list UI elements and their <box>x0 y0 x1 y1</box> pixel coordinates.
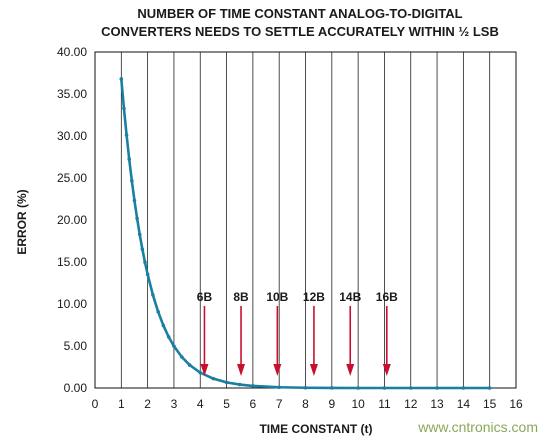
data-point <box>211 376 216 381</box>
x-tick-label: 7 <box>276 397 283 411</box>
error-series <box>119 77 492 390</box>
chart-title-line1: NUMBER OF TIME CONSTANT ANALOG-TO-DIGITA… <box>137 6 462 21</box>
data-point <box>143 260 147 265</box>
x-tick-labels: 0 1 2 3 4 5 6 7 8 9 10 11 12 13 14 15 16 <box>92 397 523 411</box>
data-point <box>130 179 134 183</box>
chart-title-line2: CONVERTERS NEEDS TO SETTLE ACCURATELY WI… <box>101 24 499 39</box>
data-point <box>140 247 145 251</box>
y-tick-label: 25.00 <box>57 171 87 185</box>
marker-label-10b: 10B <box>266 290 288 304</box>
data-point <box>161 323 166 328</box>
x-tick-label: 3 <box>171 397 178 411</box>
data-point <box>251 384 255 388</box>
y-tick-label: 40.00 <box>57 45 87 59</box>
data-point <box>356 386 360 390</box>
x-tick-label: 4 <box>197 397 204 411</box>
data-point <box>487 386 492 390</box>
marker-label-6b: 6B <box>197 290 213 304</box>
data-point <box>172 344 176 348</box>
y-tick-label: 10.00 <box>57 297 87 311</box>
series-line <box>120 78 490 390</box>
y-tick-label: 15.00 <box>57 255 87 269</box>
data-point <box>127 157 132 161</box>
marker-arrowhead <box>346 364 355 376</box>
data-point <box>151 293 155 297</box>
data-point <box>137 232 142 237</box>
data-point <box>132 198 137 203</box>
y-tick-label: 35.00 <box>57 87 87 101</box>
grid-lines <box>120 52 491 388</box>
data-point <box>382 386 387 390</box>
marker-arrowhead <box>273 364 282 376</box>
resolution-markers: 6B 8B 10B 12B 14B 16B <box>197 290 398 376</box>
data-point <box>435 386 439 390</box>
data-point <box>166 335 171 339</box>
marker-label-8b: 8B <box>233 290 249 304</box>
data-point <box>408 386 413 390</box>
data-point <box>187 363 192 367</box>
y-tick-labels: 0.00 5.00 10.00 15.00 20.00 25.00 30.00 35.00 40… <box>57 45 87 395</box>
data-point <box>277 385 281 390</box>
data-point <box>224 380 229 385</box>
marker-label-12b: 12B <box>303 290 325 304</box>
data-point <box>198 370 203 375</box>
y-tick-label: 5.00 <box>64 339 88 353</box>
data-point <box>122 106 126 111</box>
x-tick-label: 11 <box>378 397 391 411</box>
x-tick-label: 16 <box>509 397 523 411</box>
x-tick-label: 12 <box>404 397 418 411</box>
marker-label-16b: 16B <box>376 290 398 304</box>
marker-arrowhead <box>237 364 246 376</box>
data-point <box>180 355 184 359</box>
marker-arrowhead <box>200 364 209 376</box>
x-tick-label: 14 <box>457 397 471 411</box>
data-point <box>145 272 150 277</box>
data-point <box>237 382 242 387</box>
watermark: www.cntronics.com <box>417 419 538 435</box>
x-tick-label: 13 <box>430 397 444 411</box>
data-point <box>461 386 466 390</box>
marker-arrowhead <box>382 364 391 376</box>
data-point <box>119 77 124 81</box>
x-tick-label: 5 <box>223 397 230 411</box>
data-point <box>156 310 160 314</box>
x-tick-label: 6 <box>250 397 257 411</box>
marker-label-14b: 14B <box>339 290 361 304</box>
y-tick-label: 30.00 <box>57 129 87 143</box>
data-point <box>135 216 139 221</box>
x-axis-label: TIME CONSTANT (t) <box>259 422 372 436</box>
x-tick-label: 2 <box>144 397 151 411</box>
x-tick-label: 10 <box>351 397 365 411</box>
data-point <box>330 386 334 390</box>
data-point <box>124 133 129 137</box>
x-tick-label: 15 <box>483 397 497 411</box>
x-tick-label: 0 <box>92 397 99 411</box>
x-tick-label: 9 <box>328 397 335 411</box>
marker-arrowhead <box>309 364 318 376</box>
y-axis-label: ERROR (%) <box>15 189 29 254</box>
y-tick-label: 20.00 <box>57 213 87 227</box>
x-tick-label: 8 <box>302 397 309 411</box>
y-tick-label: 0.00 <box>64 381 88 395</box>
data-point <box>303 385 308 390</box>
x-tick-label: 1 <box>118 397 125 411</box>
